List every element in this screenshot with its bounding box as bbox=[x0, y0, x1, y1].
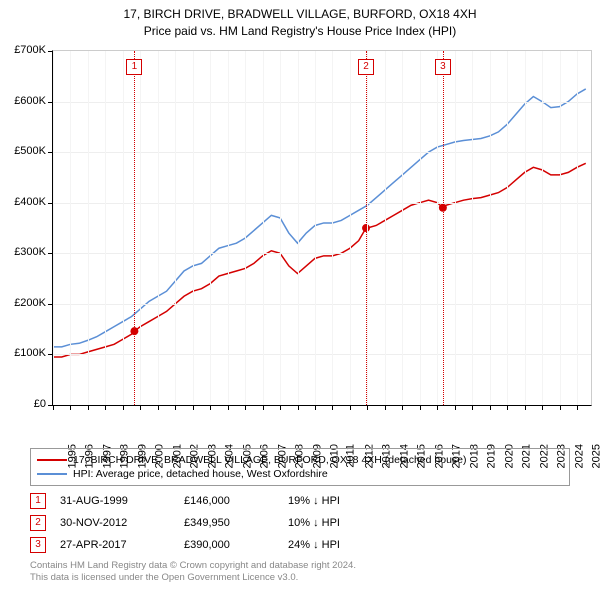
event-date: 30-NOV-2012 bbox=[60, 517, 170, 529]
x-tick-label: 2025 bbox=[591, 444, 600, 468]
x-grid-line bbox=[280, 51, 281, 405]
chart-container: 17, BIRCH DRIVE, BRADWELL VILLAGE, BURFO… bbox=[0, 0, 600, 590]
x-grid-line bbox=[298, 51, 299, 405]
event-row: 2 30-NOV-2012 £349,950 10% ↓ HPI bbox=[30, 512, 570, 534]
event-row-number: 2 bbox=[30, 515, 46, 531]
event-line bbox=[134, 51, 135, 405]
x-grid-line bbox=[385, 51, 386, 405]
x-grid-line bbox=[437, 51, 438, 405]
y-tick-label: £500K bbox=[0, 145, 46, 157]
legend-swatch-1 bbox=[37, 459, 67, 461]
x-grid-line bbox=[577, 51, 578, 405]
chart-title-block: 17, BIRCH DRIVE, BRADWELL VILLAGE, BURFO… bbox=[0, 0, 600, 40]
events-table: 1 31-AUG-1999 £146,000 19% ↓ HPI 2 30-NOV-201… bbox=[30, 490, 570, 556]
legend-label-2: HPI: Average price, detached house, West… bbox=[73, 468, 328, 480]
y-tick-label: £200K bbox=[0, 297, 46, 309]
plot-area: 1 2 3 bbox=[52, 50, 592, 406]
event-delta: 24% ↓ HPI bbox=[288, 539, 408, 551]
y-tick-label: £700K bbox=[0, 44, 46, 56]
series-line-hpi bbox=[53, 89, 586, 347]
y-tick-label: £300K bbox=[0, 246, 46, 258]
x-grid-line bbox=[560, 51, 561, 405]
x-grid-line bbox=[88, 51, 89, 405]
x-grid-line bbox=[367, 51, 368, 405]
chart-title-line2: Price paid vs. HM Land Registry's House … bbox=[0, 23, 600, 40]
event-marker-box: 1 bbox=[126, 59, 142, 75]
event-price: £146,000 bbox=[184, 495, 274, 507]
x-grid-line bbox=[315, 51, 316, 405]
event-date: 31-AUG-1999 bbox=[60, 495, 170, 507]
event-marker-box: 2 bbox=[358, 59, 374, 75]
event-line bbox=[443, 51, 444, 405]
y-tick-label: £100K bbox=[0, 347, 46, 359]
chart-title-line1: 17, BIRCH DRIVE, BRADWELL VILLAGE, BURFO… bbox=[0, 6, 600, 23]
x-grid-line bbox=[402, 51, 403, 405]
x-grid-line bbox=[490, 51, 491, 405]
legend-row-series-1: 17, BIRCH DRIVE, BRADWELL VILLAGE, BURFO… bbox=[37, 453, 563, 467]
y-tick-label: £400K bbox=[0, 196, 46, 208]
x-grid-line bbox=[420, 51, 421, 405]
event-row-number: 1 bbox=[30, 493, 46, 509]
event-delta: 19% ↓ HPI bbox=[288, 495, 408, 507]
event-price: £390,000 bbox=[184, 539, 274, 551]
event-row: 1 31-AUG-1999 £146,000 19% ↓ HPI bbox=[30, 490, 570, 512]
x-grid-line bbox=[53, 51, 54, 405]
x-axis: 1995199619971998199920002001200220032004… bbox=[52, 404, 590, 444]
x-tick-label: 2024 bbox=[573, 444, 585, 468]
x-grid-line bbox=[245, 51, 246, 405]
event-row: 3 27-APR-2017 £390,000 24% ↓ HPI bbox=[30, 534, 570, 556]
event-line bbox=[366, 51, 367, 405]
event-row-number: 3 bbox=[30, 537, 46, 553]
x-grid-line bbox=[350, 51, 351, 405]
legend-label-1: 17, BIRCH DRIVE, BRADWELL VILLAGE, BURFO… bbox=[73, 454, 467, 466]
x-grid-line bbox=[123, 51, 124, 405]
y-axis: £0£100K£200K£300K£400K£500K£600K£700K bbox=[0, 50, 50, 404]
x-grid-line bbox=[158, 51, 159, 405]
x-grid-line bbox=[455, 51, 456, 405]
attribution-line2: This data is licensed under the Open Gov… bbox=[30, 572, 356, 584]
y-tick-label: £600K bbox=[0, 95, 46, 107]
attribution: Contains HM Land Registry data © Crown c… bbox=[30, 560, 356, 585]
x-grid-line bbox=[542, 51, 543, 405]
legend-row-series-2: HPI: Average price, detached house, West… bbox=[37, 467, 563, 481]
event-marker-box: 3 bbox=[435, 59, 451, 75]
legend: 17, BIRCH DRIVE, BRADWELL VILLAGE, BURFO… bbox=[30, 448, 570, 486]
x-grid-line bbox=[193, 51, 194, 405]
legend-swatch-2 bbox=[37, 473, 67, 475]
y-tick-label: £0 bbox=[0, 398, 46, 410]
attribution-line1: Contains HM Land Registry data © Crown c… bbox=[30, 560, 356, 572]
x-grid-line bbox=[175, 51, 176, 405]
x-grid-line bbox=[525, 51, 526, 405]
x-grid-line bbox=[70, 51, 71, 405]
x-grid-line bbox=[105, 51, 106, 405]
x-grid-line bbox=[228, 51, 229, 405]
x-grid-line bbox=[263, 51, 264, 405]
x-grid-line bbox=[332, 51, 333, 405]
x-grid-line bbox=[507, 51, 508, 405]
x-grid-line bbox=[140, 51, 141, 405]
event-date: 27-APR-2017 bbox=[60, 539, 170, 551]
x-grid-line bbox=[472, 51, 473, 405]
x-grid-line bbox=[210, 51, 211, 405]
event-delta: 10% ↓ HPI bbox=[288, 517, 408, 529]
event-price: £349,950 bbox=[184, 517, 274, 529]
